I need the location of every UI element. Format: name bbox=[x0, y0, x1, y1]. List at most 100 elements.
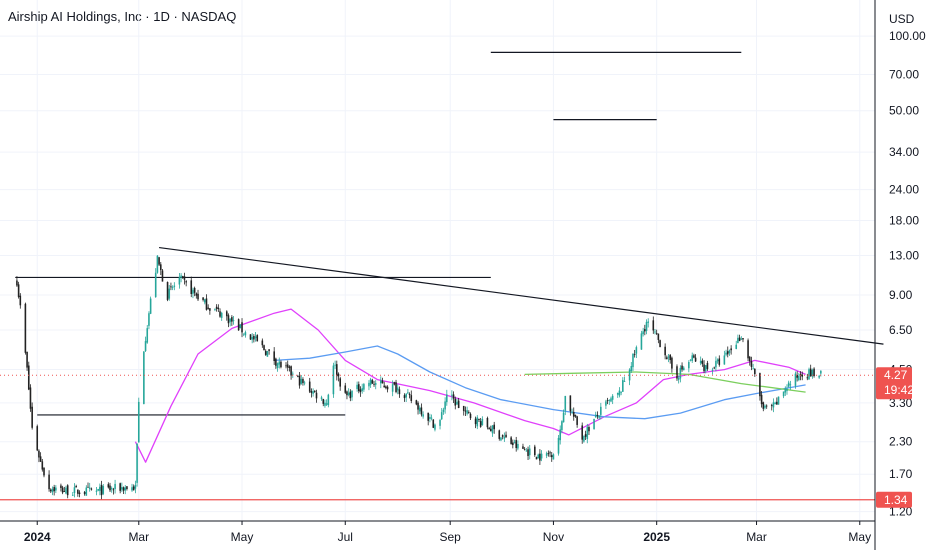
candle-body bbox=[750, 361, 753, 367]
candle bbox=[794, 371, 797, 389]
candle-body bbox=[158, 257, 160, 265]
candle-body bbox=[156, 255, 159, 273]
candle bbox=[256, 334, 259, 342]
candle bbox=[549, 450, 551, 458]
candle-body bbox=[383, 385, 385, 388]
candle bbox=[468, 410, 470, 414]
candle bbox=[513, 439, 516, 444]
candle-body bbox=[109, 485, 111, 491]
candle bbox=[393, 381, 396, 386]
candle bbox=[716, 358, 719, 364]
candle-body bbox=[759, 373, 761, 397]
candle bbox=[715, 356, 717, 372]
candle bbox=[476, 415, 479, 430]
candle bbox=[427, 412, 429, 426]
y-tick-label: 1.20 bbox=[889, 505, 913, 519]
y-tick-label: 2.30 bbox=[889, 435, 913, 449]
candle bbox=[268, 349, 270, 355]
candle-body bbox=[794, 373, 797, 386]
candle-body bbox=[809, 368, 812, 377]
candle-body bbox=[659, 340, 661, 348]
candle bbox=[215, 304, 218, 312]
candle bbox=[534, 444, 536, 457]
candle bbox=[322, 398, 325, 407]
candle-body bbox=[219, 311, 221, 317]
candle-body bbox=[275, 358, 277, 366]
candle bbox=[500, 437, 502, 442]
candle bbox=[209, 308, 211, 315]
candle-body bbox=[596, 414, 599, 416]
candle-body bbox=[143, 351, 145, 404]
candle bbox=[655, 329, 658, 335]
candle bbox=[466, 406, 468, 416]
candle bbox=[374, 380, 377, 390]
candle-body bbox=[642, 331, 644, 335]
candle-body bbox=[593, 418, 595, 430]
candle bbox=[231, 315, 233, 326]
candle bbox=[774, 401, 776, 405]
candle-body bbox=[439, 420, 441, 426]
candle-body bbox=[90, 488, 93, 490]
candle bbox=[161, 268, 164, 282]
candle bbox=[359, 386, 362, 397]
candle-body bbox=[308, 381, 311, 392]
candle bbox=[765, 404, 768, 409]
candle-body bbox=[369, 379, 372, 385]
candle-body bbox=[31, 406, 33, 428]
candle-body bbox=[464, 410, 467, 412]
candle bbox=[395, 379, 397, 394]
candle-body bbox=[220, 312, 223, 318]
candle bbox=[667, 354, 670, 363]
candle bbox=[569, 395, 572, 416]
candle-body bbox=[119, 483, 121, 491]
candle-body bbox=[297, 375, 299, 377]
x-tick-label: 2024 bbox=[24, 530, 51, 544]
candle-body bbox=[818, 375, 820, 378]
x-tick-label: Sep bbox=[440, 530, 462, 544]
candle-body bbox=[623, 381, 626, 382]
candle bbox=[572, 407, 575, 421]
candle bbox=[332, 362, 335, 398]
candle bbox=[63, 486, 66, 492]
candle-body bbox=[325, 403, 328, 405]
candle bbox=[488, 426, 490, 430]
candle bbox=[38, 449, 40, 463]
candle-body bbox=[237, 319, 240, 331]
x-tick-label: Nov bbox=[543, 530, 564, 544]
candle bbox=[704, 364, 707, 374]
candle bbox=[143, 351, 145, 405]
candle-body bbox=[405, 393, 407, 398]
candle-body bbox=[407, 392, 409, 394]
candle bbox=[303, 380, 306, 386]
candle-body bbox=[517, 444, 519, 449]
candle-body bbox=[107, 484, 110, 488]
ma-short bbox=[134, 308, 806, 463]
candle bbox=[310, 388, 313, 398]
candle-body bbox=[51, 489, 54, 493]
candle-body bbox=[561, 421, 563, 431]
candle bbox=[368, 380, 370, 391]
candle bbox=[385, 385, 387, 390]
candle-body bbox=[808, 369, 810, 380]
candle bbox=[132, 484, 135, 491]
candle-body bbox=[442, 409, 445, 412]
candle-body bbox=[29, 387, 32, 409]
candle-body bbox=[600, 406, 602, 415]
candle-body bbox=[630, 365, 633, 371]
candle bbox=[454, 396, 457, 410]
candle-body bbox=[344, 385, 347, 393]
candle bbox=[276, 362, 279, 372]
candle-body bbox=[611, 395, 614, 400]
candle bbox=[55, 485, 57, 494]
descending-trendline[interactable] bbox=[159, 246, 884, 345]
candle-body bbox=[550, 455, 553, 458]
candle bbox=[371, 378, 374, 384]
candle-body bbox=[227, 315, 230, 324]
candle-body bbox=[774, 402, 776, 404]
candle bbox=[410, 390, 413, 404]
candle-body bbox=[48, 474, 50, 490]
candle bbox=[510, 436, 512, 445]
candle bbox=[87, 482, 89, 488]
